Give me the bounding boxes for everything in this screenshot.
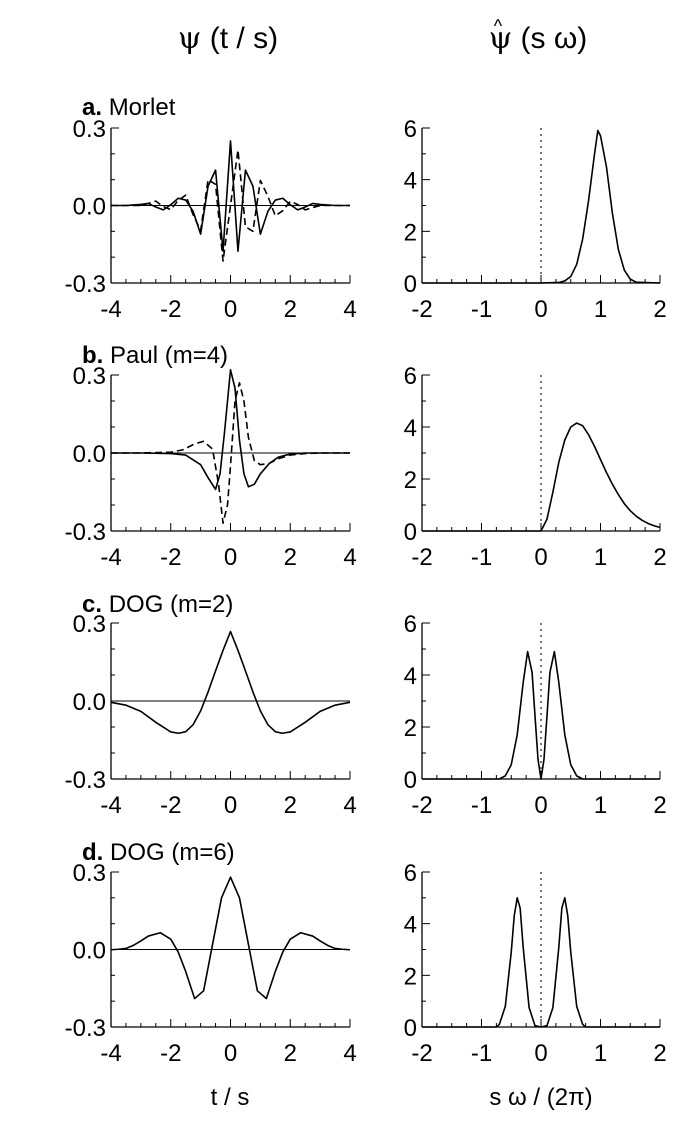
panel-b-frequency-x-tick-label: 1 — [594, 544, 607, 571]
panel-a-time-series-real — [111, 140, 350, 253]
panel-c-frequency-y-tick-label: 2 — [404, 715, 417, 742]
panel-d-frequency-plot: -2 -1 0 1 2 0 2 4 6 — [404, 860, 667, 1067]
panel-c-frequency-y-tick-label: 6 — [404, 611, 417, 638]
panel-a-frequency-x-tick-label: -2 — [411, 296, 432, 323]
panel-label-a: a. Morlet — [82, 94, 176, 121]
panel-c-time-y-tick-label: 0.0 — [73, 689, 106, 716]
panel-d-time-y-tick-label: 0.0 — [73, 938, 106, 965]
panel-d-time-x-tick-label: 0 — [224, 1040, 237, 1067]
panel-a-frequency-x-tick-label: 1 — [594, 296, 607, 323]
panel-c-time-x-tick-label: -4 — [100, 792, 121, 819]
panel-b-frequency-y-tick-label: 4 — [404, 415, 417, 442]
panel-c-time-series-real — [110, 630, 351, 735]
panel-c-time-y-tick-label: 0.3 — [73, 611, 106, 638]
panel-c-frequency-x-tick-label: 2 — [653, 792, 666, 819]
panel-c-frequency-y-tick-label: 4 — [404, 663, 417, 690]
panel-d-time-x-tick-label: -2 — [160, 1040, 181, 1067]
panel-d-time-y-tick-label: 0.3 — [73, 860, 106, 887]
right-xlabel: s ω / (2π) — [489, 1084, 592, 1111]
panel-d-frequency-x-tick-label: 2 — [653, 1040, 666, 1067]
panel-d-frequency-y-tick-label: 0 — [404, 1015, 417, 1042]
panel-c-time-y-tick-label: -0.3 — [65, 767, 106, 794]
panel-a-time-plot: -4 -2 0 2 4 -0.3 0.0 0.3 — [65, 116, 357, 323]
panel-a-time-x-tick-label: 0 — [224, 296, 237, 323]
panel-c-frequency-series-real — [422, 650, 660, 780]
panel-d-time-y-tick-label: -0.3 — [65, 1015, 106, 1042]
panel-a-time-x-tick-label: -2 — [160, 296, 181, 323]
panel-c-frequency-x-tick-label: 1 — [594, 792, 607, 819]
panel-b-frequency-x-tick-label: 2 — [653, 544, 666, 571]
panel-a-time-x-tick-label: 2 — [284, 296, 297, 323]
panel-a-frequency-x-tick-label: -1 — [471, 296, 492, 323]
panel-b-frequency-x-tick-label: -2 — [411, 544, 432, 571]
panel-c-time-x-tick-label: 2 — [284, 792, 297, 819]
panel-c-frequency-x-tick-label: 0 — [534, 792, 547, 819]
panel-b-time-series-real — [111, 368, 350, 491]
panel-b-frequency-y-tick-label: 0 — [404, 519, 417, 546]
panel-a-frequency-y-tick-label: 0 — [404, 271, 417, 298]
panel-label-c: c. DOG (m=2) — [82, 591, 233, 618]
panel-c-frequency-plot: -2 -1 0 1 2 0 2 4 6 — [404, 611, 667, 819]
panel-b-frequency-x-tick-label: -1 — [471, 544, 492, 571]
panel-b-time-y-tick-label: 0.0 — [73, 441, 106, 468]
panel-d-frequency-y-tick-label: 2 — [404, 963, 417, 990]
panel-a-time-x-tick-label: -4 — [100, 296, 121, 323]
panel-a-time-y-tick-label: -0.3 — [65, 271, 106, 298]
panel-b-frequency-y-tick-label: 6 — [404, 363, 417, 390]
panel-b-frequency-plot: -2 -1 0 1 2 0 2 4 6 — [404, 363, 667, 571]
panel-b-time-x-tick-label: -4 — [100, 544, 121, 571]
panel-d-time-x-tick-label: 2 — [284, 1040, 297, 1067]
panel-d-frequency-x-tick-label: 1 — [594, 1040, 607, 1067]
panel-b-time-x-tick-label: 4 — [343, 544, 356, 571]
panel-a-frequency-y-tick-label: 6 — [404, 116, 417, 143]
panel-d-frequency-y-tick-label: 6 — [404, 860, 417, 887]
panel-c-frequency-x-tick-label: -1 — [471, 792, 492, 819]
panel-b-frequency-x-tick-label: 0 — [534, 544, 547, 571]
panel-d-time-x-tick-label: 4 — [343, 1040, 356, 1067]
panel-b-time-x-tick-label: -2 — [160, 544, 181, 571]
panel-b-time-x-tick-label: 2 — [284, 544, 297, 571]
panel-b-frequency-y-tick-label: 2 — [404, 467, 417, 494]
right-column-title-hat: ^ — [494, 16, 503, 36]
panel-b-time-y-tick-label: 0.3 — [73, 363, 106, 390]
panel-a-frequency-y-tick-label: 2 — [404, 219, 417, 246]
panel-b-time-plot: -4 -2 0 2 4 -0.3 0.0 0.3 — [65, 363, 357, 571]
panel-b-time-y-tick-label: -0.3 — [65, 519, 106, 546]
panel-c-time-plot: -4 -2 0 2 4 -0.3 0.0 0.3 — [65, 611, 357, 819]
panel-a-time-y-tick-label: 0.0 — [73, 194, 106, 221]
left-column-title: ψ (t / s) — [178, 21, 278, 56]
panel-label-b: b. Paul (m=4) — [82, 342, 228, 369]
panel-a-time-x-tick-label: 4 — [343, 296, 356, 323]
panel-a-frequency-series-real — [422, 129, 661, 284]
panel-d-time-series-real — [110, 876, 351, 1000]
panel-c-time-x-tick-label: 4 — [343, 792, 356, 819]
panel-d-frequency-x-tick-label: -1 — [471, 1040, 492, 1067]
panel-d-time-plot: -4 -2 0 2 4 -0.3 0.0 0.3 — [65, 860, 357, 1067]
panel-c-frequency-y-tick-label: 0 — [404, 767, 417, 794]
panel-d-time-x-tick-label: -4 — [100, 1040, 121, 1067]
left-xlabel: t / s — [211, 1084, 250, 1111]
panel-label-d: d. DOG (m=6) — [82, 839, 235, 866]
panel-b-frequency-series-real — [422, 422, 661, 532]
panel-a-frequency-plot: -2 -1 0 1 2 0 2 4 6 — [404, 116, 667, 323]
panel-c-time-x-tick-label: 0 — [224, 792, 237, 819]
panel-d-frequency-series-real — [422, 897, 660, 1028]
panel-d-frequency-x-tick-label: 0 — [534, 1040, 547, 1067]
panel-d-frequency-y-tick-label: 4 — [404, 912, 417, 939]
panel-d-frequency-x-tick-label: -2 — [411, 1040, 432, 1067]
panel-a-frequency-y-tick-label: 4 — [404, 168, 417, 195]
panel-c-frequency-x-tick-label: -2 — [411, 792, 432, 819]
panel-a-frequency-x-tick-label: 2 — [653, 296, 666, 323]
right-column-title: ψ (s ω) — [489, 21, 588, 56]
panel-a-frequency-x-tick-label: 0 — [534, 296, 547, 323]
panel-c-time-x-tick-label: -2 — [160, 792, 181, 819]
panel-b-time-series-imaginary — [111, 381, 350, 525]
panel-a-time-y-tick-label: 0.3 — [73, 116, 106, 143]
panel-b-time-x-tick-label: 0 — [224, 544, 237, 571]
